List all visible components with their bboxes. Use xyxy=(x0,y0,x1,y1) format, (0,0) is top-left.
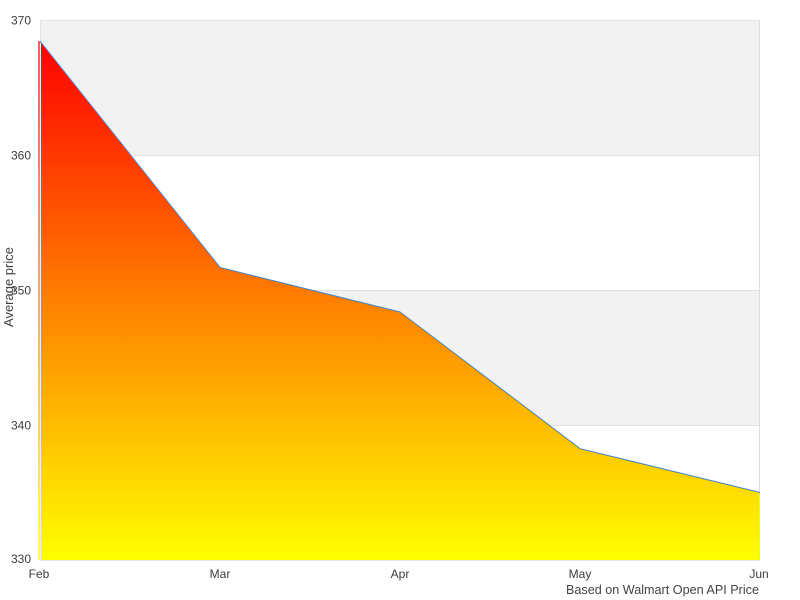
svg-text:Average price: Average price xyxy=(1,247,16,327)
svg-text:Mar: Mar xyxy=(210,567,231,581)
svg-text:Jun: Jun xyxy=(749,567,768,581)
svg-text:340: 340 xyxy=(11,419,31,433)
svg-text:May: May xyxy=(569,567,592,581)
svg-text:Based on Walmart Open API Pric: Based on Walmart Open API Price xyxy=(566,582,759,597)
svg-text:330: 330 xyxy=(11,552,31,566)
svg-text:370: 370 xyxy=(11,14,31,28)
svg-text:360: 360 xyxy=(11,149,31,163)
svg-text:Feb: Feb xyxy=(29,567,50,581)
svg-text:Apr: Apr xyxy=(391,567,410,581)
svg-text:350: 350 xyxy=(11,284,31,298)
